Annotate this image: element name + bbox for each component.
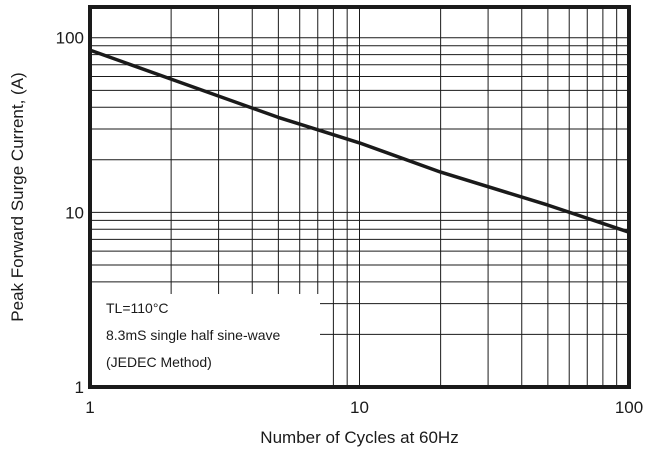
y-tick-label: 10 [65,203,84,222]
annotation-line: TL=110°C [106,300,169,316]
y-axis-label: Peak Forward Surge Current, (A) [8,72,27,321]
x-tick-labels: 1 10 100 [85,398,643,417]
grid-lines [90,7,629,387]
x-tick-label: 1 [85,398,94,417]
annotation-text: TL=110°C 8.3mS single half sine-wave (JEDE… [106,300,281,370]
x-tick-label: 100 [615,398,643,417]
annotation-line: (JEDEC Method) [106,354,212,370]
series-group [89,48,630,234]
y-tick-label: 1 [75,378,84,397]
annotation-box [92,294,320,385]
x-tick-label: 10 [350,398,369,417]
y-tick-labels: 1 10 100 [56,29,84,397]
annotation-line: 8.3mS single half sine-wave [106,327,281,343]
plot-frame [88,5,631,389]
y-tick-label: 100 [56,29,84,48]
x-axis-label: Number of Cycles at 60Hz [260,428,458,447]
series-line-0 [89,48,630,234]
